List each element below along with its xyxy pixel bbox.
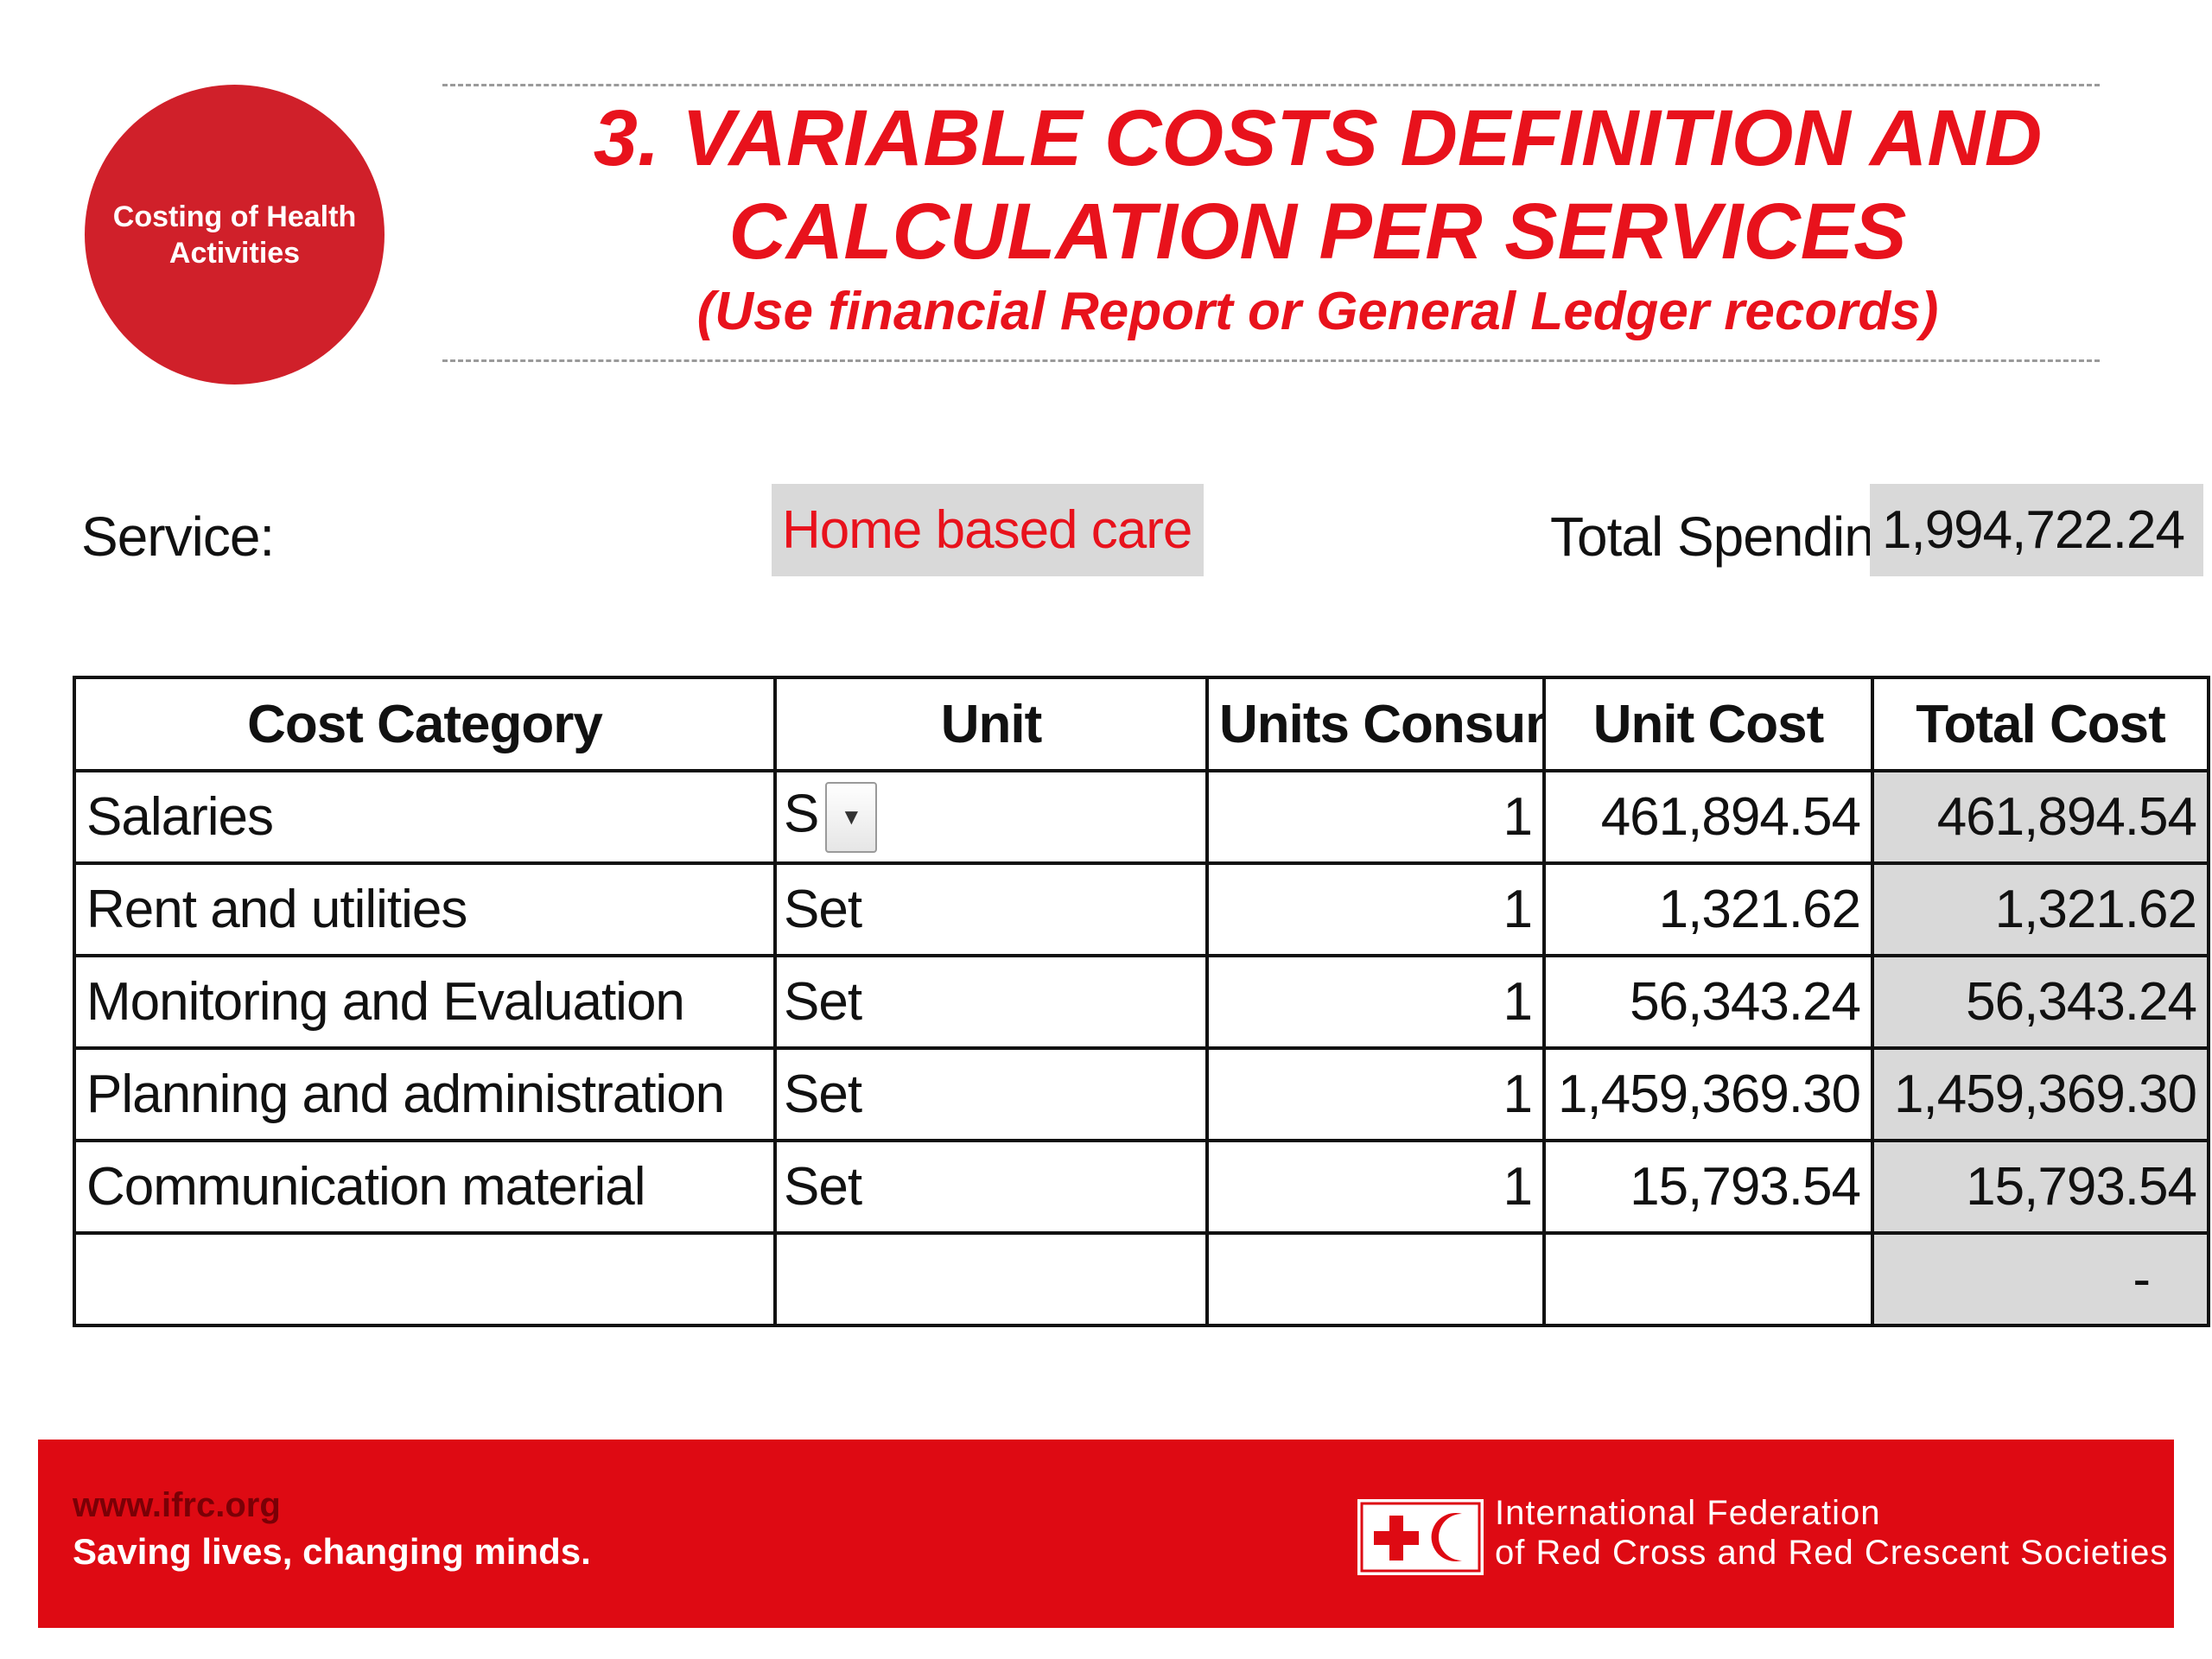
table-row: Planning and administration Set 1 1,459,… xyxy=(73,1046,2210,1142)
header-unit: Unit xyxy=(773,676,1209,772)
table-row: Monitoring and Evaluation Set 1 56,343.2… xyxy=(73,954,2210,1050)
total-spending-label: Total Spending: xyxy=(1550,505,1919,568)
top-dashed-divider xyxy=(442,84,2100,86)
table-row: Communication material Set 1 15,793.54 1… xyxy=(73,1139,2210,1235)
unit-cell[interactable]: Set xyxy=(773,861,1209,957)
unit-cost-cell[interactable]: 1,321.62 xyxy=(1542,861,1874,957)
total-spending-value: 1,994,722.24 xyxy=(1881,500,2185,560)
cost-category-cell[interactable] xyxy=(73,1231,777,1327)
units-consumed-cell[interactable]: 1 xyxy=(1205,954,1546,1050)
total-cost-cell: 15,793.54 xyxy=(1871,1139,2210,1235)
table-row: Rent and utilities Set 1 1,321.62 1,321.… xyxy=(73,861,2210,957)
org-name: International Federation of Red Cross an… xyxy=(1495,1493,2168,1573)
org-name-line1: International Federation xyxy=(1495,1494,1881,1532)
units-consumed-cell[interactable]: 1 xyxy=(1205,1139,1546,1235)
unit-cell[interactable]: Set xyxy=(773,1046,1209,1142)
header-units-consumed: Units Consumed xyxy=(1205,676,1546,772)
bottom-dashed-divider xyxy=(442,359,2100,362)
table-header-row: Cost Category Unit Units Consumed Unit C… xyxy=(73,676,2210,772)
header-total-cost: Total Cost xyxy=(1871,676,2210,772)
unit-value: S xyxy=(784,783,819,843)
service-field[interactable]: Home based care xyxy=(772,484,1204,576)
unit-cost-cell[interactable]: 15,793.54 xyxy=(1542,1139,1874,1235)
units-consumed-cell[interactable]: 1 xyxy=(1205,861,1546,957)
total-cost-cell: 1,321.62 xyxy=(1871,861,2210,957)
total-spending-field: 1,994,722.24 xyxy=(1870,484,2203,576)
cost-category-cell[interactable]: Rent and utilities xyxy=(73,861,777,957)
total-cost-cell: - xyxy=(1871,1231,2210,1327)
cost-category-cell[interactable]: Salaries xyxy=(73,769,777,865)
table-row: - xyxy=(73,1231,2210,1327)
footer-banner xyxy=(38,1440,2174,1628)
service-label: Service: xyxy=(81,505,275,568)
total-cost-cell: 1,459,369.30 xyxy=(1871,1046,2210,1142)
unit-cell[interactable] xyxy=(773,1231,1209,1327)
org-name-line2: of Red Cross and Red Crescent Societies xyxy=(1495,1534,2169,1572)
red-cross-crescent-icon xyxy=(1357,1499,1484,1575)
footer-url[interactable]: www.ifrc.org xyxy=(73,1486,281,1524)
cost-category-cell[interactable]: Planning and administration xyxy=(73,1046,777,1142)
unit-cell[interactable]: Set xyxy=(773,1139,1209,1235)
unit-cost-cell[interactable] xyxy=(1542,1231,1874,1327)
cost-category-cell[interactable]: Monitoring and Evaluation xyxy=(73,954,777,1050)
service-value: Home based care xyxy=(782,500,1192,560)
unit-cell[interactable]: Set xyxy=(773,954,1209,1050)
table-row: Salaries S ▼ 1 461,894.54 461,894.54 xyxy=(73,769,2210,865)
cost-category-cell[interactable]: Communication material xyxy=(73,1139,777,1235)
header-unit-cost: Unit Cost xyxy=(1542,676,1874,772)
section-badge: Costing of Health Activities xyxy=(85,85,385,385)
page-title: 3. VARIABLE COSTS DEFINITION AND CALCULA… xyxy=(593,94,2043,276)
units-consumed-cell[interactable] xyxy=(1205,1231,1546,1327)
unit-cell[interactable]: S ▼ xyxy=(773,769,1209,865)
unit-cost-cell[interactable]: 461,894.54 xyxy=(1542,769,1874,865)
units-consumed-cell[interactable]: 1 xyxy=(1205,1046,1546,1142)
chevron-down-icon[interactable]: ▼ xyxy=(825,781,878,853)
header-cost-category: Cost Category xyxy=(73,676,777,772)
total-cost-cell: 56,343.24 xyxy=(1871,954,2210,1050)
total-cost-cell: 461,894.54 xyxy=(1871,769,2210,865)
unit-cost-cell[interactable]: 56,343.24 xyxy=(1542,954,1874,1050)
page-subtitle: (Use financial Report or General Ledger … xyxy=(696,282,1939,341)
variable-costs-table: Cost Category Unit Units Consumed Unit C… xyxy=(73,676,2210,1327)
footer-tagline: Saving lives, changing minds. xyxy=(73,1531,591,1572)
badge-text: Costing of Health Activities xyxy=(112,200,357,270)
units-consumed-cell[interactable]: 1 xyxy=(1205,769,1546,865)
unit-cost-cell[interactable]: 1,459,369.30 xyxy=(1542,1046,1874,1142)
